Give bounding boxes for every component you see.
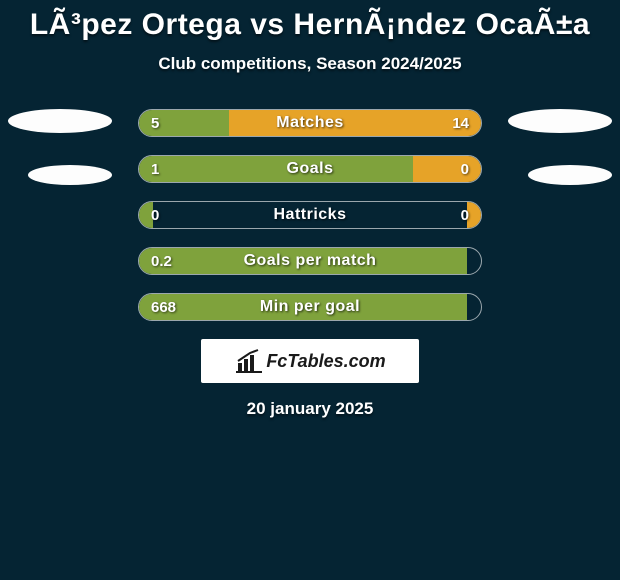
stat-value-right: 0 [461, 156, 469, 182]
stat-value-left: 668 [151, 294, 176, 320]
logo-box: FcTables.com [201, 339, 419, 383]
stat-value-right: 14 [452, 110, 469, 136]
bar-right [413, 156, 481, 182]
stat-row: 10Goals [138, 155, 482, 183]
avatar-ellipse [8, 109, 112, 133]
stat-value-left: 0 [151, 202, 159, 228]
stat-rows: 514Matches10Goals00Hattricks0.2Goals per… [138, 109, 482, 321]
bar-right [467, 202, 481, 228]
stat-value-left: 0.2 [151, 248, 172, 274]
bar-left [139, 294, 467, 320]
bar-left [139, 156, 413, 182]
stat-label: Hattricks [139, 202, 481, 228]
stat-value-left: 1 [151, 156, 159, 182]
logo: FcTables.com [234, 349, 385, 373]
stat-row: 514Matches [138, 109, 482, 137]
bar-right [229, 110, 481, 136]
date: 20 january 2025 [0, 399, 620, 419]
stat-row: 668Min per goal [138, 293, 482, 321]
stat-value-right: 0 [461, 202, 469, 228]
stat-value-left: 5 [151, 110, 159, 136]
chart-icon [234, 349, 262, 373]
avatar-ellipse [28, 165, 112, 185]
stat-row: 0 0Hattricks [138, 201, 482, 229]
stat-row: 0.2Goals per match [138, 247, 482, 275]
avatar-ellipse [528, 165, 612, 185]
bar-left [139, 248, 467, 274]
player-left-avatar-slot [8, 109, 128, 185]
comparison-content: 514Matches10Goals00Hattricks0.2Goals per… [0, 109, 620, 419]
page-title: LÃ³pez Ortega vs HernÃ¡ndez OcaÃ±a [0, 0, 620, 42]
player-right-avatar-slot [492, 109, 612, 185]
subtitle: Club competitions, Season 2024/2025 [0, 54, 620, 74]
logo-text: FcTables.com [266, 351, 385, 372]
avatar-ellipse [508, 109, 612, 133]
